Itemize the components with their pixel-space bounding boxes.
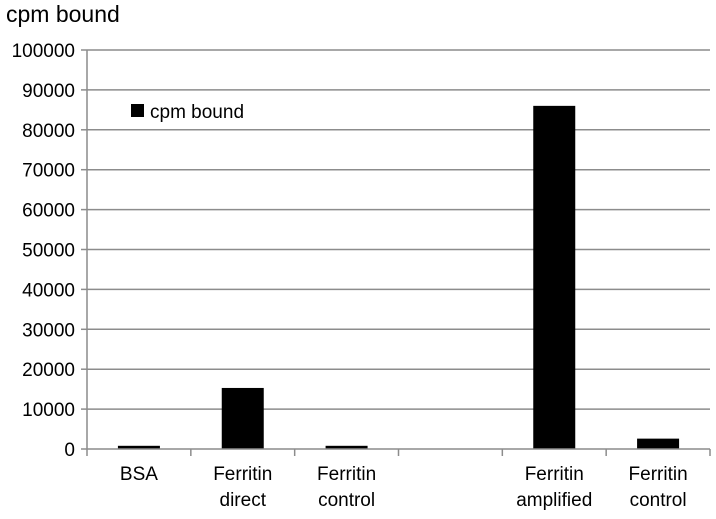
- category-label: Ferritin: [629, 464, 688, 485]
- category-label: Ferritin: [525, 464, 584, 485]
- legend-swatch: [131, 104, 144, 117]
- bar: [117, 445, 160, 449]
- y-tick-label: 40000: [22, 280, 75, 301]
- category-label: direct: [220, 490, 267, 511]
- y-tick-label: 50000: [22, 241, 75, 262]
- bar: [221, 387, 264, 449]
- category-label: control: [318, 490, 375, 511]
- y-tick-label: 30000: [22, 320, 75, 341]
- bar: [325, 445, 368, 449]
- bar: [533, 105, 576, 450]
- legend: cpm bound: [131, 102, 244, 123]
- bar: [637, 438, 680, 449]
- y-tick-label: 80000: [22, 121, 75, 142]
- y-tick-label: 0: [64, 440, 75, 461]
- category-label: BSA: [120, 464, 158, 485]
- category-label: Ferritin: [213, 464, 272, 485]
- y-tick-label: 90000: [22, 81, 75, 102]
- category-label: amplified: [516, 490, 592, 511]
- x-axis-ticks: [86, 449, 711, 456]
- y-tick-label: 10000: [22, 400, 75, 421]
- y-tick-label: 70000: [22, 161, 75, 182]
- y-tick-label: 20000: [22, 360, 75, 381]
- bars: [117, 105, 680, 450]
- y-tick-label: 100000: [12, 41, 75, 62]
- category-label: Ferritin: [317, 464, 376, 485]
- x-axis-labels: BSA Ferritin direct Ferritin control Ferritin…: [120, 464, 688, 511]
- legend-label: cpm bound: [150, 102, 244, 123]
- category-label: control: [630, 490, 687, 511]
- y-tick-label: 60000: [22, 201, 75, 222]
- y-axis-ticks: 0 10000 20000 30000 40000 50000 60000 70000 8000…: [12, 41, 87, 461]
- gridlines: [87, 49, 710, 410]
- chart-title: cpm bound: [6, 1, 120, 27]
